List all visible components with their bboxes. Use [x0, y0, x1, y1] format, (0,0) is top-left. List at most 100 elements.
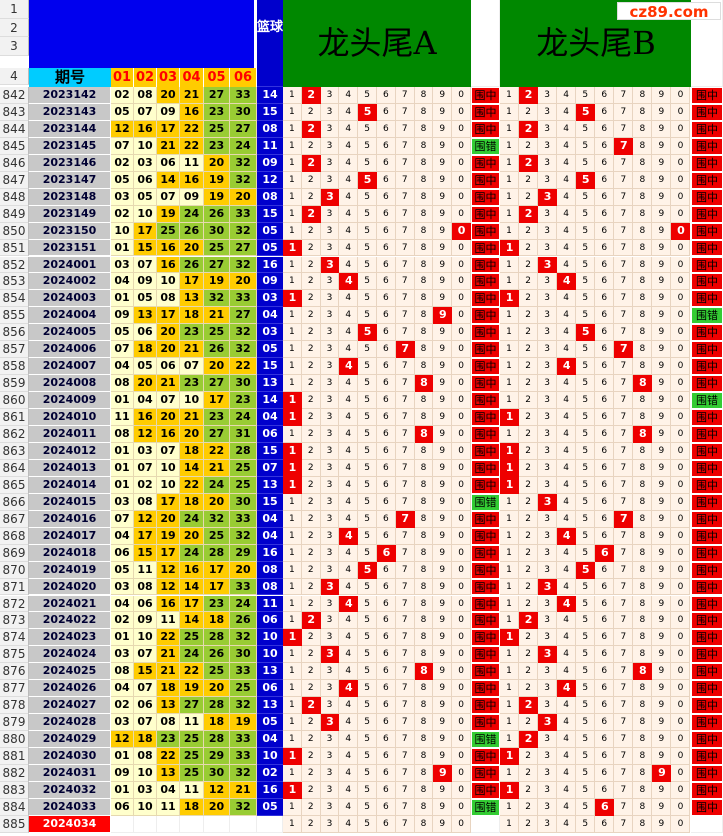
tail-b-cell[interactable]: 7	[614, 680, 634, 698]
tail-b-cell[interactable]: 8	[633, 731, 653, 749]
tail-b-cell[interactable]: 9	[652, 273, 672, 291]
tail-a-hit-cell[interactable]: 1	[283, 748, 302, 765]
tail-a-cell[interactable]: 6	[377, 87, 396, 104]
result-a-cell[interactable]: 围中	[471, 612, 500, 630]
ball-cell[interactable]: 16	[157, 595, 180, 613]
blue-ball-cell[interactable]: 13	[257, 375, 283, 393]
row-number[interactable]: 843	[0, 103, 29, 121]
tail-a-hit-cell[interactable]: 9	[433, 307, 453, 325]
tail-a-cell[interactable]: 0	[452, 87, 471, 104]
period-cell[interactable]: 2024021	[29, 595, 111, 613]
ball-cell[interactable]: 21	[204, 459, 230, 477]
tail-a-cell[interactable]: 0	[452, 493, 471, 511]
tail-a-cell[interactable]: 6	[377, 714, 396, 732]
result-a-cell[interactable]: 围中	[471, 87, 500, 104]
tail-b-cell[interactable]: 0	[671, 748, 691, 765]
ball-cell[interactable]: 14	[157, 171, 180, 189]
tail-b-cell[interactable]: 6	[595, 358, 615, 376]
tail-b-cell[interactable]: 4	[557, 205, 577, 223]
tail-a-hit-cell[interactable]: 2	[301, 120, 321, 138]
ball-cell[interactable]: 20	[204, 680, 230, 698]
tail-b-cell[interactable]: 2	[519, 578, 539, 596]
tail-a-cell[interactable]: 3	[320, 409, 340, 426]
tail-b-cell[interactable]: 8	[633, 358, 653, 376]
tail-a-cell[interactable]: 1	[283, 680, 302, 698]
tail-a-hit-cell[interactable]: 2	[301, 697, 321, 715]
tail-b-cell[interactable]: 7	[614, 120, 634, 138]
tail-a-cell[interactable]: 2	[301, 273, 321, 291]
ball-cell[interactable]: 08	[134, 87, 157, 104]
tail-b-cell[interactable]: 8	[633, 290, 653, 308]
result-b-cell[interactable]: 围中	[691, 714, 723, 732]
tail-b-cell[interactable]: 1	[500, 273, 520, 291]
result-b-cell[interactable]	[691, 815, 723, 833]
tail-a-cell[interactable]: 6	[377, 358, 396, 376]
tail-b-cell[interactable]: 6	[595, 714, 615, 732]
tail-a-cell[interactable]: 6	[377, 239, 396, 257]
tail-a-cell[interactable]: 2	[301, 714, 321, 732]
tail-b-cell[interactable]: 8	[633, 578, 653, 596]
tail-a-cell[interactable]: 9	[433, 188, 453, 206]
tail-b-cell[interactable]: 5	[576, 798, 596, 816]
tail-a-cell[interactable]: 8	[414, 358, 434, 376]
ball-cell[interactable]: 20	[157, 324, 180, 342]
ball-cell[interactable]: 21	[157, 137, 180, 155]
tail-b-cell[interactable]: 0	[671, 680, 691, 698]
tail-a-cell[interactable]: 2	[301, 476, 321, 494]
ball-cell[interactable]: 25	[157, 222, 180, 240]
tail-b-cell[interactable]: 0	[671, 256, 691, 274]
ball-column-header[interactable]: 01	[111, 68, 134, 87]
row-number[interactable]: 864	[0, 459, 29, 477]
tail-a-cell[interactable]: 9	[433, 171, 453, 189]
result-a-cell[interactable]: 围中	[471, 358, 500, 376]
ball-cell[interactable]: 18	[204, 714, 230, 732]
ball-cell[interactable]: 21	[180, 87, 204, 104]
tail-b-cell[interactable]: 2	[519, 476, 539, 494]
ball-cell[interactable]: 32	[230, 527, 257, 545]
tail-a-cell[interactable]: 0	[452, 680, 471, 698]
period-cell[interactable]: 2024007	[29, 358, 111, 376]
result-a-cell[interactable]: 围中	[471, 222, 500, 240]
tail-b-cell[interactable]: 8	[633, 442, 653, 460]
tail-b-cell[interactable]: 7	[614, 731, 634, 749]
tail-a-cell[interactable]: 2	[301, 646, 321, 664]
tail-b-cell[interactable]: 7	[614, 171, 634, 189]
result-a-cell[interactable]: 围中	[471, 527, 500, 545]
tail-a-cell[interactable]: 6	[377, 680, 396, 698]
tail-b-cell[interactable]: 0	[671, 87, 691, 104]
tail-b-hit-cell[interactable]: 1	[500, 459, 520, 477]
tail-b-cell[interactable]: 0	[671, 612, 691, 630]
row-number[interactable]: 882	[0, 765, 29, 782]
ball-cell[interactable]: 08	[111, 426, 134, 443]
tail-a-cell[interactable]: 1	[283, 341, 302, 359]
result-a-cell[interactable]: 围错	[471, 493, 500, 511]
tail-b-cell[interactable]: 6	[595, 510, 615, 528]
tail-b-cell[interactable]: 7	[614, 392, 634, 410]
row-number[interactable]: 883	[0, 781, 29, 799]
tail-b-cell[interactable]: 6	[595, 273, 615, 291]
result-b-cell[interactable]: 围中	[691, 578, 723, 596]
tail-a-cell[interactable]: 6	[377, 561, 396, 579]
tail-b-cell[interactable]: 7	[614, 815, 634, 833]
ball-cell[interactable]: 20	[230, 561, 257, 579]
result-b-cell[interactable]: 围错	[691, 392, 723, 410]
tail-a-cell[interactable]: 4	[339, 731, 359, 749]
tail-b-cell[interactable]: 5	[576, 442, 596, 460]
tail-b-cell[interactable]: 6	[595, 87, 615, 104]
ball-cell[interactable]: 27	[204, 256, 230, 274]
tail-a-cell[interactable]: 4	[339, 493, 359, 511]
tail-a-cell[interactable]: 2	[301, 493, 321, 511]
row-number[interactable]: 875	[0, 646, 29, 664]
tail-a-cell[interactable]: 0	[452, 459, 471, 477]
tail-a-cell[interactable]: 7	[395, 239, 415, 257]
ball-cell[interactable]: 16	[180, 561, 204, 579]
tail-a-cell[interactable]: 9	[433, 154, 453, 172]
tail-a-cell[interactable]: 4	[339, 765, 359, 782]
result-b-cell[interactable]: 围中	[691, 171, 723, 189]
tail-a-cell[interactable]: 1	[283, 256, 302, 274]
tail-b-cell[interactable]: 9	[652, 392, 672, 410]
tail-b-cell[interactable]: 9	[652, 629, 672, 647]
ball-cell[interactable]: 01	[111, 239, 134, 257]
tail-a-cell[interactable]: 0	[452, 527, 471, 545]
blue-ball-cell[interactable]: 03	[257, 324, 283, 342]
